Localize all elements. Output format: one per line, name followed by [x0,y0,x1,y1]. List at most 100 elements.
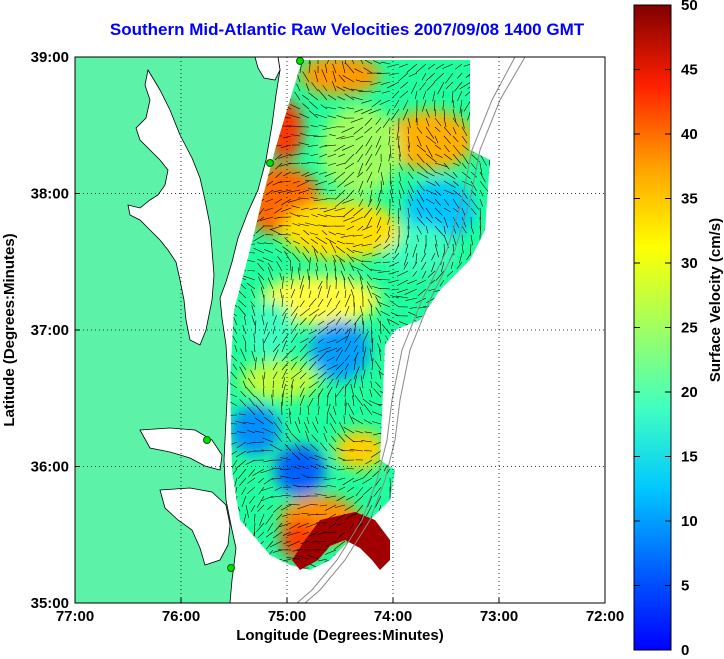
velocity-arrow [431,261,436,272]
velocity-arrow [301,474,310,479]
velocity-arrow [335,290,340,299]
velocity-arrow [364,431,373,434]
velocity-arrow [328,189,337,192]
velocity-arrow [359,406,364,416]
velocity-arrow [425,171,435,177]
velocity-arrow [370,380,373,389]
velocity-arrow [310,465,319,470]
velocity-arrow [236,441,247,449]
velocity-arrow [416,180,425,192]
velocity-arrow [402,108,409,121]
velocity-arrow [279,522,292,528]
colorbar [633,4,672,651]
velocity-arrow [479,162,483,176]
velocity-arrow [363,419,373,425]
velocity-arrow [450,261,454,269]
velocity-arrow [366,281,373,290]
velocity-arrow [407,225,409,238]
velocity-arrow [319,144,328,148]
velocity-arrow [373,243,382,249]
velocity-arrow [407,189,414,202]
velocity-arrow [317,298,324,308]
velocity-arrow [241,486,247,496]
velocity-arrow [390,295,400,299]
velocity-arrow [280,207,292,213]
velocity-arrow [308,336,316,344]
velocity-arrow [405,234,409,245]
velocity-arrow [257,272,265,281]
velocity-arrow [407,216,410,230]
velocity-arrow [400,81,409,89]
velocity-arrow [320,104,328,110]
velocity-arrow [336,86,346,92]
velocity-arrow [308,257,311,272]
velocity-arrow [290,305,299,317]
velocity-arrow [369,389,373,398]
colorbar-tick-label: 45 [681,62,698,79]
velocity-arrow [388,319,400,326]
velocity-arrow [290,289,296,299]
velocity-arrow [338,106,346,110]
velocity-arrow [232,363,238,371]
velocity-arrow [431,252,436,261]
velocity-arrow [276,513,283,521]
velocity-arrow [327,153,337,158]
velocity-arrow [445,81,454,90]
velocity-arrow [416,279,427,285]
velocity-arrow [230,371,238,380]
velocity-arrow [265,198,274,203]
velocity-arrow [316,477,328,479]
velocity-arrow [407,153,413,161]
velocity-arrow [354,395,364,407]
velocity-arrow [234,344,238,353]
velocity-arrow [335,254,346,263]
velocity-arrow [267,504,274,510]
velocity-arrow [262,437,274,443]
velocity-arrow [461,225,467,234]
velocity-arrow [344,504,355,511]
velocity-arrow [301,445,310,452]
velocity-arrow [368,400,382,407]
velocity-arrow [389,162,392,172]
velocity-arrow [281,495,292,497]
velocity-arrow [324,144,337,147]
velocity-arrow [443,108,446,119]
velocity-arrow [332,254,337,263]
velocity-arrow [373,261,382,264]
velocity-arrow [290,395,293,407]
velocity-arrow [258,207,265,215]
velocity-arrow [457,90,463,102]
velocity-arrow [317,540,328,543]
velocity-arrow [363,468,373,479]
velocity-arrow [326,484,337,488]
velocity-arrow [326,403,331,416]
velocity-arrow [307,144,319,147]
velocity-arrow [299,275,304,290]
velocity-arrow [407,126,409,135]
velocity-arrow [246,486,256,495]
velocity-arrow [326,364,338,371]
velocity-arrow [361,286,364,299]
velocity-arrow [338,74,346,83]
velocity-arrow [461,189,468,199]
velocity-arrow [426,297,436,303]
velocity-arrow [337,477,346,481]
velocity-arrow [457,72,463,79]
velocity-arrow [281,383,286,398]
velocity-arrow [247,430,256,434]
velocity-arrow [263,387,265,398]
colorbar-tick-label: 10 [681,513,698,530]
velocity-arrow [357,513,364,527]
velocity-arrow [297,504,310,510]
velocity-arrow [362,477,373,485]
velocity-arrow [397,207,400,219]
velocity-arrow [336,531,346,540]
velocity-arrow [314,493,328,497]
velocity-arrow [442,63,454,69]
velocity-arrow [470,198,479,210]
velocity-arrow [357,171,364,178]
velocity-arrow [353,345,358,353]
velocity-arrow [410,81,418,95]
isobath-line-2 [296,56,516,604]
